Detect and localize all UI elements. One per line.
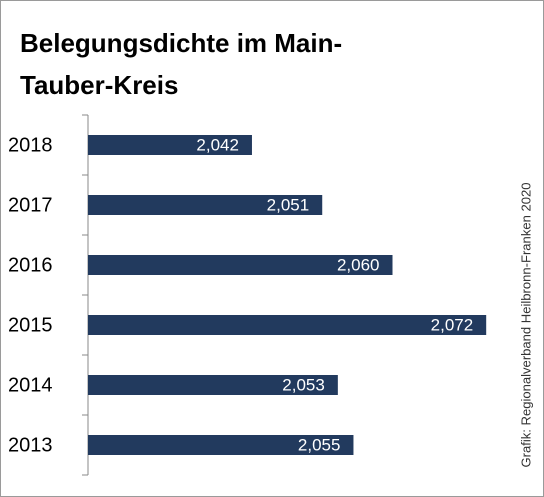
bar <box>88 375 338 395</box>
y-tick-label: 2016 <box>8 254 53 276</box>
bar <box>88 255 393 275</box>
value-label: 2,042 <box>196 135 239 154</box>
bar <box>88 315 487 335</box>
value-label: 2,051 <box>267 195 310 214</box>
y-tick-label: 2014 <box>8 374 53 396</box>
value-label: 2,060 <box>337 255 380 274</box>
source-note: Grafik: Regionalverband Heilbronn-Franke… <box>519 182 533 467</box>
bar <box>88 435 354 455</box>
value-label: 2,072 <box>431 315 474 334</box>
y-tick-label: 2017 <box>8 194 53 216</box>
value-label: 2,053 <box>282 375 325 394</box>
value-label: 2,055 <box>298 435 341 454</box>
chart-title: Belegungsdichte im Main-Tauber-Kreis <box>20 28 343 100</box>
y-tick-label: 2018 <box>8 134 53 156</box>
y-tick-label: 2015 <box>8 314 53 336</box>
bar <box>88 135 252 155</box>
y-tick-label: 2013 <box>8 434 53 456</box>
bar <box>88 195 323 215</box>
